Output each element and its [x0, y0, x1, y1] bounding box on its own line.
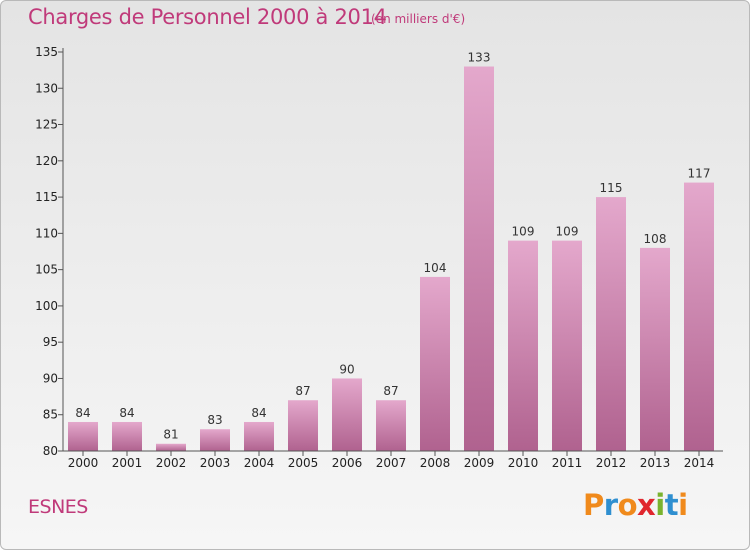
x-tick-label: 2010	[508, 456, 539, 470]
y-tick-label: 130	[35, 81, 58, 95]
y-tick-label: 135	[35, 45, 58, 59]
logo-letter: P	[583, 488, 604, 522]
commune-name: ESNES	[28, 496, 88, 518]
chart-title: Charges de Personnel 2000 à 2014	[28, 5, 387, 29]
y-tick-label: 120	[35, 154, 58, 168]
bar-2007	[376, 400, 406, 451]
y-tick-label: 110	[35, 226, 58, 240]
logo-letter: i	[655, 488, 665, 522]
data-label: 84	[75, 406, 90, 420]
x-tick-label: 2011	[552, 456, 583, 470]
data-label: 84	[251, 406, 266, 420]
data-label: 115	[600, 181, 623, 195]
logo-letter: t	[664, 488, 679, 522]
logo-letter: r	[603, 488, 618, 522]
x-axis: 2000 2001 2002 2003 2004 2005 2006 2007 2008 2009…	[63, 450, 723, 470]
y-tick-label: 100	[35, 299, 58, 313]
bar-2002	[156, 443, 186, 451]
x-tick-label: 2004	[244, 456, 275, 470]
y-tick-label: 115	[35, 190, 58, 204]
data-label: 109	[512, 225, 535, 239]
bar-2003	[200, 429, 230, 451]
logo-letter: o	[617, 488, 638, 522]
x-tick-label: 2002	[156, 456, 187, 470]
y-axis: 80 85 90 95 100 105 110 115 120 125 130 135	[35, 45, 64, 458]
data-label: 81	[163, 428, 178, 442]
data-label: 108	[644, 232, 667, 246]
data-label: 84	[119, 406, 134, 420]
bar-2004	[244, 421, 274, 451]
data-label: 109	[556, 225, 579, 239]
bar-2011	[552, 240, 582, 451]
y-tick-label: 95	[43, 335, 58, 349]
bar-2000	[68, 421, 98, 451]
data-label: 87	[295, 384, 310, 398]
y-tick-label: 125	[35, 118, 58, 132]
x-tick-label: 2001	[112, 456, 143, 470]
x-tick-label: 2000	[68, 456, 99, 470]
logo-letter: x	[637, 488, 656, 522]
y-tick-label: 105	[35, 263, 58, 277]
proxiti-logo[interactable]: Proxiti	[583, 488, 688, 522]
data-label: 83	[207, 413, 222, 427]
x-tick-label: 2008	[420, 456, 451, 470]
x-tick-label: 2007	[376, 456, 407, 470]
x-tick-label: 2006	[332, 456, 363, 470]
logo-letter: i	[678, 488, 688, 522]
y-tick-label: 80	[43, 444, 58, 458]
bar-2014	[684, 182, 714, 451]
bar-2012	[596, 197, 626, 451]
bar-2006	[332, 378, 362, 451]
bar-2009	[464, 66, 494, 451]
bar-2013	[640, 247, 670, 451]
x-tick-label: 2012	[596, 456, 627, 470]
bar-2001	[112, 421, 142, 451]
bar-2010	[508, 240, 538, 451]
x-tick-label: 2013	[640, 456, 671, 470]
y-tick-label: 85	[43, 408, 58, 422]
bar-2008	[420, 276, 450, 451]
x-tick-label: 2005	[288, 456, 319, 470]
bar-2005	[288, 400, 318, 451]
data-label: 133	[468, 51, 491, 65]
data-label: 90	[339, 362, 354, 376]
x-tick-label: 2009	[464, 456, 495, 470]
data-label: 104	[424, 261, 447, 275]
chart-subtitle: (en milliers d'€)	[371, 12, 466, 26]
x-tick-label: 2003	[200, 456, 231, 470]
data-label: 117	[688, 167, 711, 181]
y-tick-label: 90	[43, 371, 58, 385]
bars: 84 84 81 83 84 87 90 87 104 133 109 109 115 108 117	[68, 51, 714, 451]
x-tick-label: 2014	[684, 456, 715, 470]
data-label: 87	[383, 384, 398, 398]
